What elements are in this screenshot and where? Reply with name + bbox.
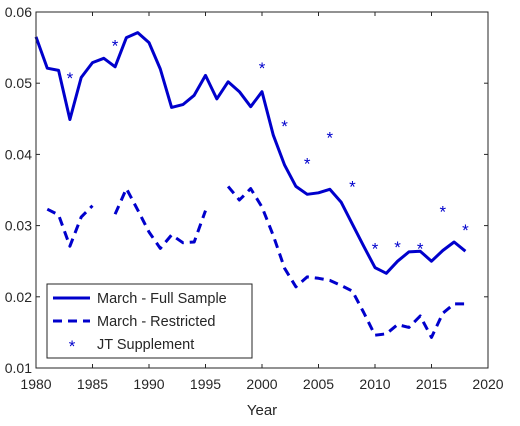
series-layer: * * * * * * * * * * * * — [34, 31, 469, 339]
y-tick-label: 0.03 — [5, 218, 32, 234]
legend-label-full-sample: March - Full Sample — [97, 291, 227, 307]
x-axis-label: Year — [247, 402, 277, 419]
jt-supplement-point: * — [462, 221, 469, 240]
jt-supplement-point: * — [304, 155, 311, 174]
y-tick-label: 0.01 — [5, 360, 32, 376]
y-tick-label: 0.02 — [5, 289, 32, 305]
jt-supplement-point: * — [326, 128, 333, 147]
jt-supplement-point: * — [112, 36, 119, 55]
restricted-line-segment — [226, 185, 466, 339]
x-tick-label: 2020 — [472, 376, 503, 392]
y-tick-label: 0.06 — [5, 4, 32, 20]
legend: March - Full Sample March - Restricted *… — [46, 283, 253, 359]
restricted-line-segment — [113, 187, 207, 250]
axis-layer: 1980 1985 1990 1995 2000 2005 2010 2015 2020 0.01… — [5, 4, 504, 392]
jt-supplement-point: * — [281, 117, 288, 136]
x-tick-label: 2000 — [246, 376, 277, 392]
x-tick-label: 1995 — [190, 376, 221, 392]
legend-box — [46, 283, 253, 359]
x-tick-label: 1980 — [20, 376, 51, 392]
y-tick-label: 0.04 — [5, 146, 32, 162]
jt-supplement-point: * — [67, 69, 74, 88]
jt-supplement-point: * — [417, 239, 424, 258]
restricted-line-segment — [46, 204, 94, 248]
jt-supplement-point: * — [349, 177, 356, 196]
x-tick-label: 1990 — [133, 376, 164, 392]
jt-supplement-point: * — [372, 239, 379, 258]
x-tick-label: 1985 — [77, 376, 108, 392]
jt-supplement-point: * — [259, 59, 266, 78]
y-tick-label: 0.05 — [5, 75, 32, 91]
full-sample-line-segment — [34, 31, 467, 275]
x-tick-label: 2010 — [359, 376, 390, 392]
x-tick-label: 2005 — [303, 376, 334, 392]
legend-label-jt: JT Supplement — [97, 337, 194, 353]
legend-label-restricted: March - Restricted — [97, 314, 215, 330]
jt-supplement-point: * — [394, 238, 401, 257]
x-tick-label: 2015 — [416, 376, 447, 392]
legend-marker-jt: * — [69, 337, 76, 356]
jt-supplement-point: * — [439, 202, 446, 221]
